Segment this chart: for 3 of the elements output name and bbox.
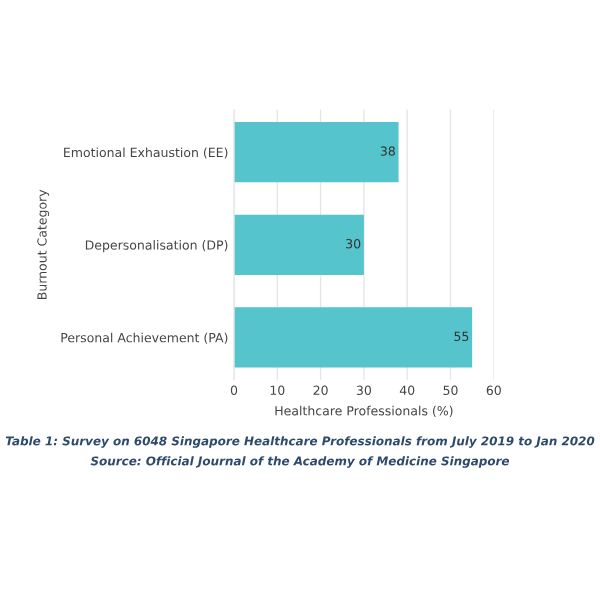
bar (234, 307, 473, 368)
bar (234, 214, 364, 275)
bar (234, 122, 399, 183)
